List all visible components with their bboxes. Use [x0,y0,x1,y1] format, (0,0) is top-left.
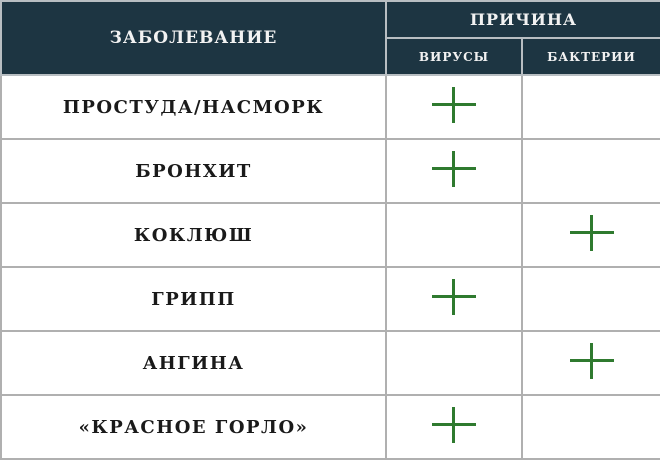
bacteria-cell [520,394,660,460]
bacteria-cell [520,138,660,204]
virus-cell [385,138,523,204]
disease-name: КОКЛЮШ [0,202,387,268]
table-row: ГРИПП [0,266,660,332]
bacteria-cell [520,266,660,332]
disease-name: БРОНХИТ [0,138,387,204]
plus-icon [432,278,476,315]
disease-name: ГРИПП [0,266,387,332]
header-disease: ЗАБОЛЕВАНИЕ [0,0,387,76]
header-bacteria: БАКТЕРИИ [520,37,660,76]
plus-icon [432,406,476,443]
table-row: БРОНХИТ [0,138,660,204]
virus-cell [385,202,523,268]
virus-cell [385,266,523,332]
virus-cell [385,74,523,140]
virus-cell [385,394,523,460]
table-row: АНГИНА [0,330,660,396]
plus-icon [569,214,614,251]
header-viruses: ВИРУСЫ [385,37,523,76]
header-cause: ПРИЧИНА [384,0,660,39]
bacteria-cell [520,74,660,140]
plus-icon [432,86,476,123]
table-row: «КРАСНОЕ ГОРЛО» [0,394,660,460]
plus-icon [569,342,614,379]
disease-name: АНГИНА [0,330,387,396]
bacteria-cell [520,330,660,396]
table-row: ПРОСТУДА/НАСМОРК [0,74,660,140]
bacteria-cell [520,202,660,268]
table-row: КОКЛЮШ [0,202,660,268]
virus-cell [385,330,523,396]
plus-icon [432,150,476,187]
disease-name: ПРОСТУДА/НАСМОРК [0,74,387,140]
disease-name: «КРАСНОЕ ГОРЛО» [0,394,387,460]
